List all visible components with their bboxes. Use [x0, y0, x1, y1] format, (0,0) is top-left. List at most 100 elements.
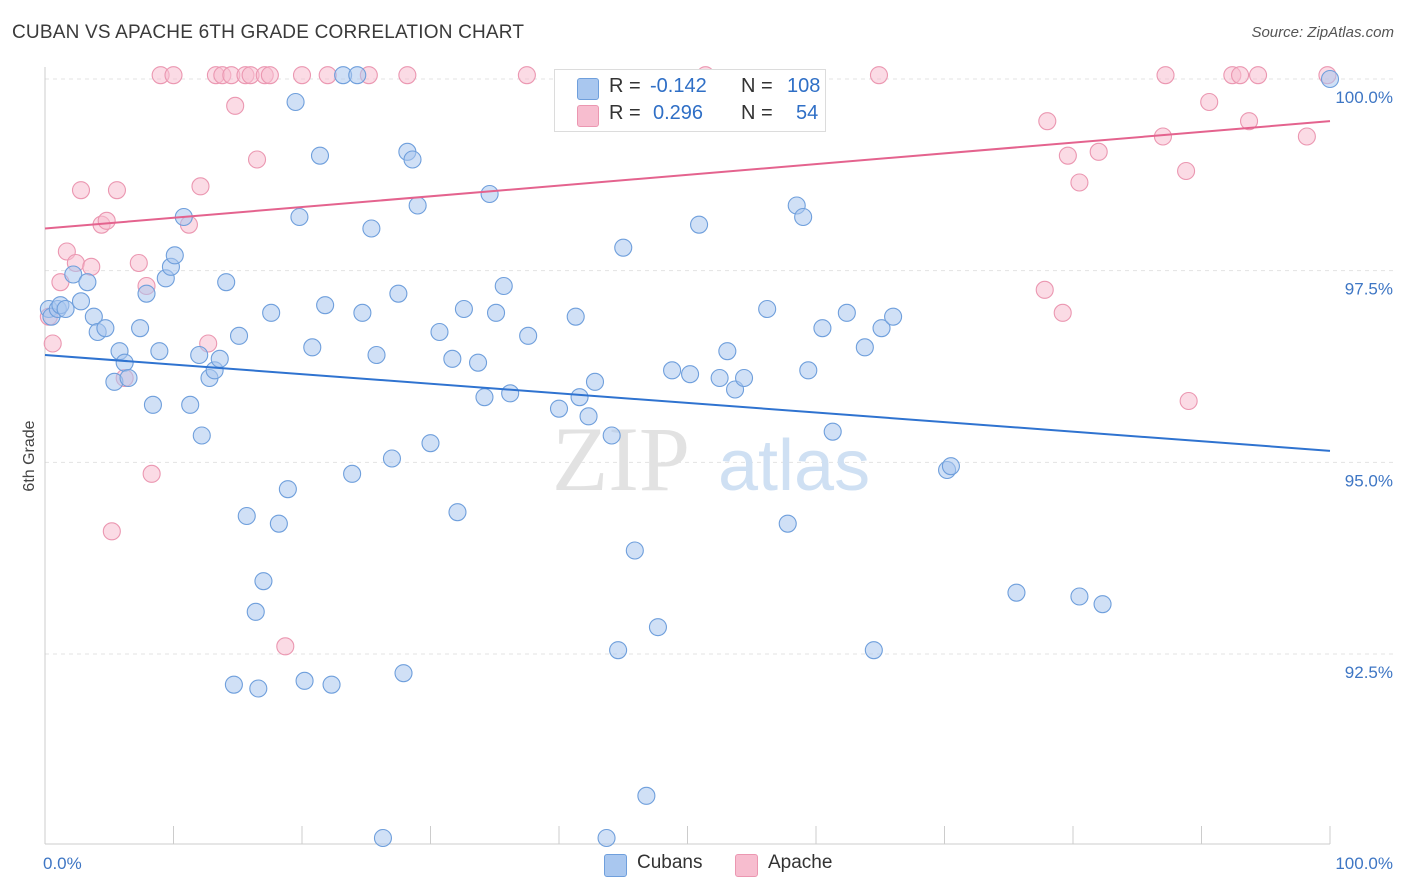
cubans-point — [421, 434, 440, 453]
cubans-point — [150, 342, 169, 361]
apache-point — [1070, 173, 1089, 192]
legend-n-label: N = — [741, 75, 773, 97]
cubans-point — [115, 353, 134, 372]
apache-point — [142, 464, 161, 483]
apache-point — [191, 177, 210, 196]
chart-title: CUBAN VS APACHE 6TH GRADE CORRELATION CH… — [12, 22, 525, 43]
cubans-point — [799, 361, 818, 380]
cubans-point — [864, 641, 883, 660]
watermark-atlas: atlas — [718, 426, 870, 506]
apache-point — [1058, 146, 1077, 165]
apache-point — [226, 96, 245, 115]
y-tick-label: 100.0% — [1335, 88, 1393, 107]
legend-n-label: N = — [741, 102, 773, 124]
legend-n-value: 54 — [796, 102, 819, 124]
cubans-point — [78, 273, 97, 292]
cubans-point — [625, 541, 644, 560]
apache-point — [107, 181, 127, 200]
cubans-point — [1093, 595, 1112, 614]
apache-point — [1297, 127, 1316, 146]
cubans-point — [448, 503, 467, 522]
cubans-point — [96, 319, 115, 338]
cubans-point — [290, 207, 309, 227]
cubans-point — [794, 207, 813, 227]
cubans-point — [403, 150, 422, 169]
cubans-point — [353, 303, 372, 322]
data-points — [39, 66, 1340, 848]
cubans-point — [165, 246, 184, 265]
cubans-point — [614, 238, 633, 257]
apache-point — [102, 522, 121, 541]
cubans-point — [322, 675, 341, 694]
cubans-point — [192, 426, 211, 445]
trend-lines — [44, 120, 1331, 452]
cubans-point — [217, 273, 236, 292]
cubans-point — [837, 303, 856, 322]
x-tick-label-min: 0.0% — [43, 854, 82, 873]
cubans-point — [362, 219, 381, 238]
cubans-point — [389, 284, 408, 303]
cubans-point — [190, 345, 209, 365]
cubans-point — [475, 388, 494, 407]
cubans-point — [609, 641, 628, 660]
cubans-point — [570, 388, 589, 407]
apache-point — [1035, 280, 1054, 299]
apache-point — [1179, 391, 1198, 411]
cubans-point — [1070, 587, 1089, 606]
cubans-point — [310, 146, 330, 165]
cubans-point — [64, 265, 83, 284]
cubans-point — [224, 675, 243, 694]
apache-point — [129, 253, 148, 273]
cubans-point — [884, 307, 903, 326]
apache-point — [1239, 112, 1259, 131]
cubans-point — [181, 395, 200, 414]
cubans-swatch — [577, 78, 599, 100]
cubans-point — [316, 296, 335, 315]
apache-point — [1200, 92, 1219, 112]
cubans-point — [468, 353, 488, 372]
apache-point — [1156, 66, 1175, 85]
cubans-point — [597, 828, 616, 848]
cubans-point — [454, 299, 473, 319]
legend-r-value: 0.296 — [653, 102, 704, 124]
apache-trend-line — [44, 120, 1331, 230]
apache-point — [1038, 112, 1057, 131]
cubans-point — [823, 422, 842, 441]
legend-r-label: R = — [609, 102, 641, 124]
cubans-point — [494, 276, 513, 296]
cubans-point — [237, 506, 256, 526]
apache-point — [260, 66, 279, 85]
cubans-point — [262, 303, 281, 322]
cubans-point — [648, 618, 667, 637]
watermark: ZIP atlas — [552, 408, 870, 510]
cubans-point — [549, 399, 569, 418]
cubans-point — [1320, 69, 1340, 89]
apache-point — [71, 181, 91, 200]
cubans-point — [269, 514, 288, 533]
axes — [44, 67, 1331, 845]
cubans-point — [343, 464, 362, 483]
y-tick-label: 97.5% — [1345, 280, 1393, 299]
cubans-point — [602, 426, 621, 445]
y-axis-label: 6th Grade — [21, 420, 38, 491]
cubans-point — [394, 664, 413, 683]
apache-legend-label: Apache — [768, 852, 833, 873]
cubans-legend-label: Cubans — [637, 852, 703, 873]
cubans-point — [373, 828, 393, 848]
cubans-point — [872, 319, 891, 338]
apache-point — [1177, 161, 1196, 181]
cubans-point — [408, 196, 427, 215]
cubans-point — [710, 368, 729, 388]
cubans-point — [430, 322, 449, 342]
apache-point — [82, 257, 101, 276]
cubans-point — [1007, 583, 1026, 602]
watermark-zip: ZIP — [552, 408, 690, 510]
cubans-point — [131, 319, 150, 338]
cubans-point — [486, 303, 506, 322]
cubans-point — [758, 299, 777, 319]
cubans-point — [367, 345, 386, 365]
cubans-point — [295, 671, 314, 690]
apache-point — [97, 211, 116, 230]
apache-swatch — [577, 105, 599, 127]
